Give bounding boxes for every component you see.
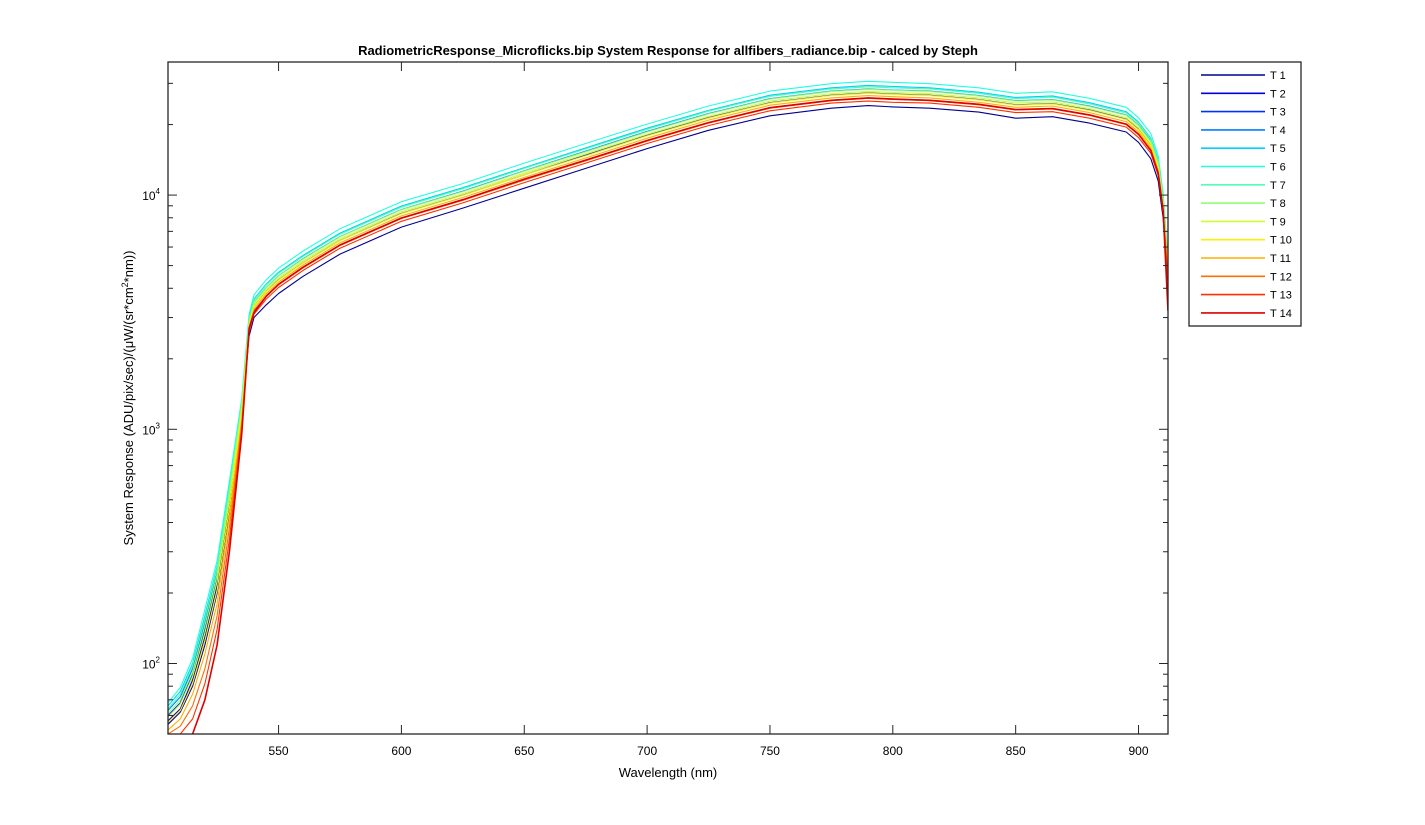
- x-tick-label: 750: [760, 744, 780, 758]
- axis-ticks: [168, 62, 1168, 735]
- y-tick-label: 102: [142, 655, 160, 671]
- plot-area: [167, 61, 1169, 735]
- series-line-10: [168, 92, 1168, 723]
- series-line-6: [168, 80, 1168, 704]
- legend-item: T 1: [1201, 70, 1286, 82]
- y-axis-label-main: System Response (ADU/pix/sec)/(μW/(sr*cm: [121, 287, 136, 545]
- legend-label: T 1: [1270, 70, 1286, 82]
- series-line-7: [168, 86, 1168, 710]
- legend-label: T 13: [1270, 290, 1292, 302]
- x-tick-label: 600: [391, 744, 411, 758]
- legend-item: T 10: [1201, 235, 1292, 247]
- legend-item: T 12: [1201, 271, 1292, 283]
- series-line-14: [190, 97, 1168, 734]
- series-lines: [168, 80, 1168, 734]
- x-tick-label: 800: [883, 744, 903, 758]
- y-tick-label: 103: [142, 421, 160, 437]
- x-axis-label: Wavelength (nm): [619, 765, 718, 780]
- x-tick-label: 550: [269, 744, 289, 758]
- series-line-8: [168, 88, 1168, 715]
- x-tick-labels: 550 600 650 700 750 800 850 900: [269, 744, 1149, 758]
- x-tick-label: 650: [514, 744, 534, 758]
- series-line-13: [178, 100, 1168, 734]
- legend-item: T 6: [1201, 162, 1286, 174]
- x-tick-label: 900: [1129, 744, 1149, 758]
- axes-frame: [167, 61, 1169, 735]
- legend-item: T 11: [1201, 253, 1291, 265]
- legend-label: T 3: [1270, 107, 1286, 119]
- legend-item: T 2: [1201, 88, 1286, 100]
- series-line-11: [168, 95, 1168, 731]
- legend-label: T 14: [1270, 308, 1292, 320]
- plot-background: [168, 62, 1168, 734]
- legend-item: T 14: [1201, 308, 1292, 320]
- y-axis-label: System Response (ADU/pix/sec)/(μW/(sr*cm…: [120, 251, 136, 546]
- legend-item: T 7: [1201, 180, 1286, 192]
- legend-item: T 8: [1201, 198, 1286, 210]
- legend-label: T 5: [1270, 143, 1286, 155]
- series-line-9: [168, 90, 1168, 718]
- chart-title: RadiometricResponse_Microflicks.bip Syst…: [358, 43, 978, 58]
- legend-label: T 12: [1270, 271, 1292, 283]
- legend-items: T 1 T 2 T 3 T 4 T 5 T 6 T 7 T 8 T 9 T 10 T 11 T 12 T…: [1201, 70, 1292, 320]
- x-tick-label: 850: [1006, 744, 1026, 758]
- legend-item: T 3: [1201, 107, 1286, 119]
- legend-box: [1188, 61, 1302, 327]
- y-axis-label-tail: *nm)): [121, 251, 136, 283]
- legend: T 1 T 2 T 3 T 4 T 5 T 6 T 7 T 8 T 9 T 10 T 11 T 12 T…: [1188, 61, 1302, 327]
- legend-label: T 7: [1270, 180, 1286, 192]
- y-tick-label: 104: [142, 187, 160, 203]
- legend-label: T 6: [1270, 162, 1286, 174]
- x-tick-label: 700: [637, 744, 657, 758]
- legend-item: T 13: [1201, 290, 1292, 302]
- legend-label: T 8: [1270, 198, 1286, 210]
- legend-label: T 4: [1270, 125, 1286, 137]
- legend-label: T 2: [1270, 88, 1286, 100]
- y-axis-label-superscript: 2: [120, 282, 130, 287]
- legend-label: T 10: [1270, 235, 1292, 247]
- legend-item: T 5: [1201, 143, 1286, 155]
- y-tick-labels: 102 103 104: [142, 187, 160, 671]
- legend-item: T 4: [1201, 125, 1286, 137]
- legend-label: T 11: [1270, 253, 1291, 265]
- legend-label: T 9: [1270, 216, 1286, 228]
- legend-item: T 9: [1201, 216, 1286, 228]
